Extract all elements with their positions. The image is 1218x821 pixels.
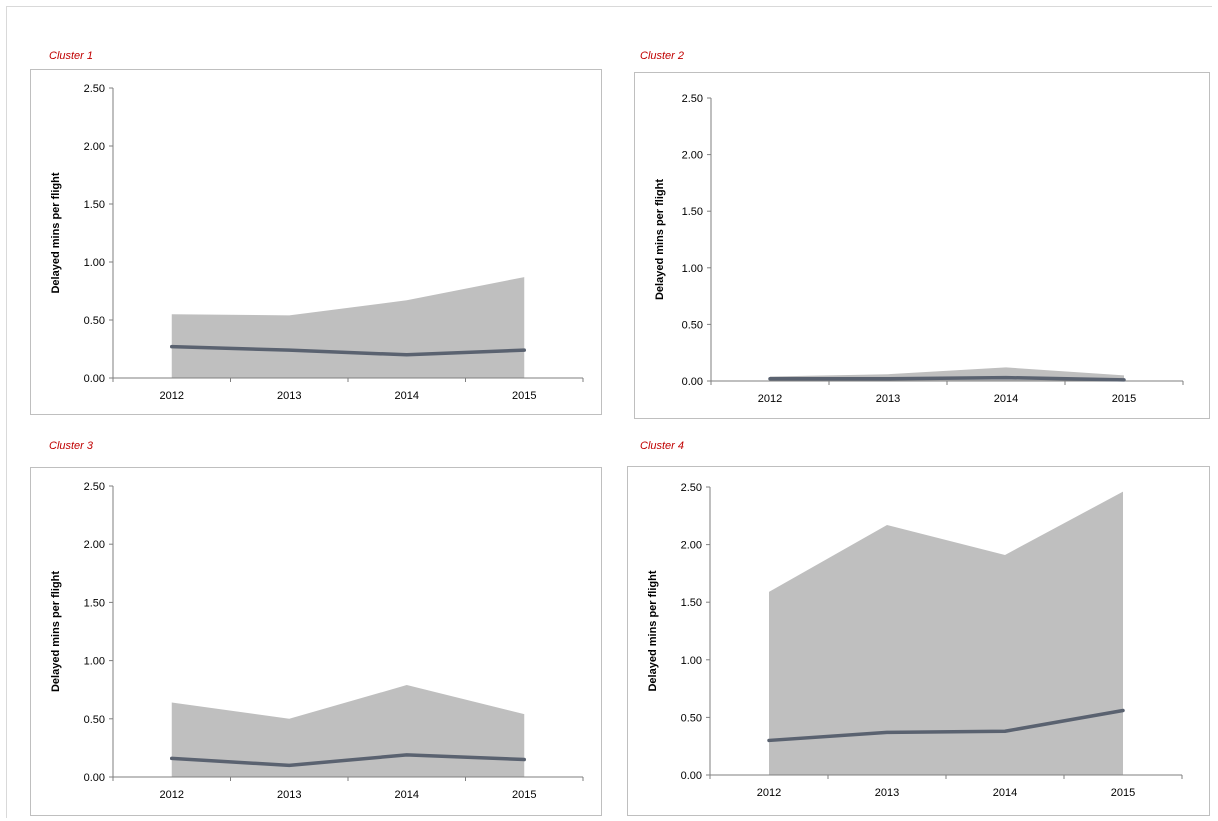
- y-tick-label: 0.50: [84, 315, 105, 327]
- cluster-4-title: Cluster 4: [640, 440, 685, 452]
- y-axis-title: Delayed mins per flight: [647, 570, 659, 691]
- cluster-2-chart: 0.00 0.50 1.00 1.50 2.00 2.50 2012 2013 2014 2015…: [634, 72, 1210, 419]
- cluster-4-plot: 0.00 0.50 1.00 1.50 2.00 2.50 2012 2013 2014 2015…: [647, 482, 1183, 799]
- series-line: [170, 753, 526, 768]
- y-tick-label: 1.50: [681, 597, 702, 609]
- series-line: [170, 344, 526, 357]
- cluster-2-title: Cluster 2: [640, 50, 685, 62]
- cluster-1-chart: 0.00 0.50 1.00 1.50 2.00 2.50 2012 2013 2014 2015…: [30, 69, 602, 415]
- y-tick-label: 2.50: [84, 481, 105, 493]
- y-tick-label: 0.00: [84, 772, 105, 784]
- x-tick-label: 2014: [994, 393, 1018, 405]
- cluster-1-plot: 0.00 0.50 1.00 1.50 2.00 2.50 2012 2013 2014 2015…: [50, 83, 584, 402]
- area-band: [171, 277, 525, 378]
- y-axis-title: Delayed mins per flight: [654, 179, 666, 300]
- cluster-3-title: Cluster 3: [49, 440, 94, 452]
- y-tick-label: 0.00: [682, 376, 703, 388]
- x-tick-label: 2013: [277, 390, 301, 402]
- x-tick-label: 2015: [1111, 787, 1135, 799]
- x-tick-label: 2012: [160, 789, 184, 801]
- x-tick-label: 2015: [512, 390, 536, 402]
- y-tick-label: 2.00: [681, 540, 702, 552]
- y-tick-label: 0.00: [84, 373, 105, 385]
- sheet-border: [6, 6, 1212, 818]
- x-tick-label: 2012: [160, 390, 184, 402]
- y-tick-label: 1.50: [682, 206, 703, 218]
- area-band: [769, 491, 1123, 775]
- x-tick-label: 2014: [395, 789, 419, 801]
- area-band: [171, 685, 525, 777]
- x-tick-label: 2013: [876, 393, 900, 405]
- y-tick-label: 2.00: [84, 141, 105, 153]
- x-tick-label: 2012: [758, 393, 782, 405]
- y-tick-label: 1.50: [84, 597, 105, 609]
- series-line: [767, 708, 1125, 743]
- cluster-3-chart: 0.00 0.50 1.00 1.50 2.00 2.50 2012 2013 2014 2015…: [30, 467, 602, 816]
- y-tick-label: 1.00: [84, 257, 105, 269]
- y-tick-label: 1.00: [681, 655, 702, 667]
- cluster-2-plot: 0.00 0.50 1.00 1.50 2.00 2.50 2012 2013 2014 2015…: [654, 93, 1184, 405]
- y-tick-label: 1.00: [84, 656, 105, 668]
- x-tick-label: 2013: [277, 789, 301, 801]
- y-axis-title: Delayed mins per flight: [50, 172, 62, 293]
- series-line: [768, 375, 1126, 382]
- cluster-4-chart: 0.00 0.50 1.00 1.50 2.00 2.50 2012 2013 2014 2015…: [627, 466, 1210, 816]
- cluster-3-plot: 0.00 0.50 1.00 1.50 2.00 2.50 2012 2013 2014 2015…: [50, 481, 584, 801]
- x-tick-label: 2014: [993, 787, 1017, 799]
- y-tick-label: 2.00: [84, 539, 105, 551]
- y-tick-label: 2.50: [682, 93, 703, 105]
- x-tick-label: 2015: [1112, 393, 1136, 405]
- y-tick-label: 1.00: [682, 263, 703, 275]
- y-tick-label: 2.50: [681, 482, 702, 494]
- y-tick-label: 0.50: [682, 319, 703, 331]
- x-tick-label: 2015: [512, 789, 536, 801]
- y-tick-label: 0.50: [681, 712, 702, 724]
- x-tick-label: 2012: [757, 787, 781, 799]
- x-tick-label: 2014: [395, 390, 419, 402]
- y-tick-label: 0.50: [84, 714, 105, 726]
- cluster-1-title: Cluster 1: [49, 50, 94, 62]
- y-tick-label: 0.00: [681, 770, 702, 782]
- y-tick-label: 2.00: [682, 150, 703, 162]
- y-tick-label: 2.50: [84, 83, 105, 95]
- x-tick-label: 2013: [875, 787, 899, 799]
- y-axis-title: Delayed mins per flight: [50, 571, 62, 692]
- y-tick-label: 1.50: [84, 199, 105, 211]
